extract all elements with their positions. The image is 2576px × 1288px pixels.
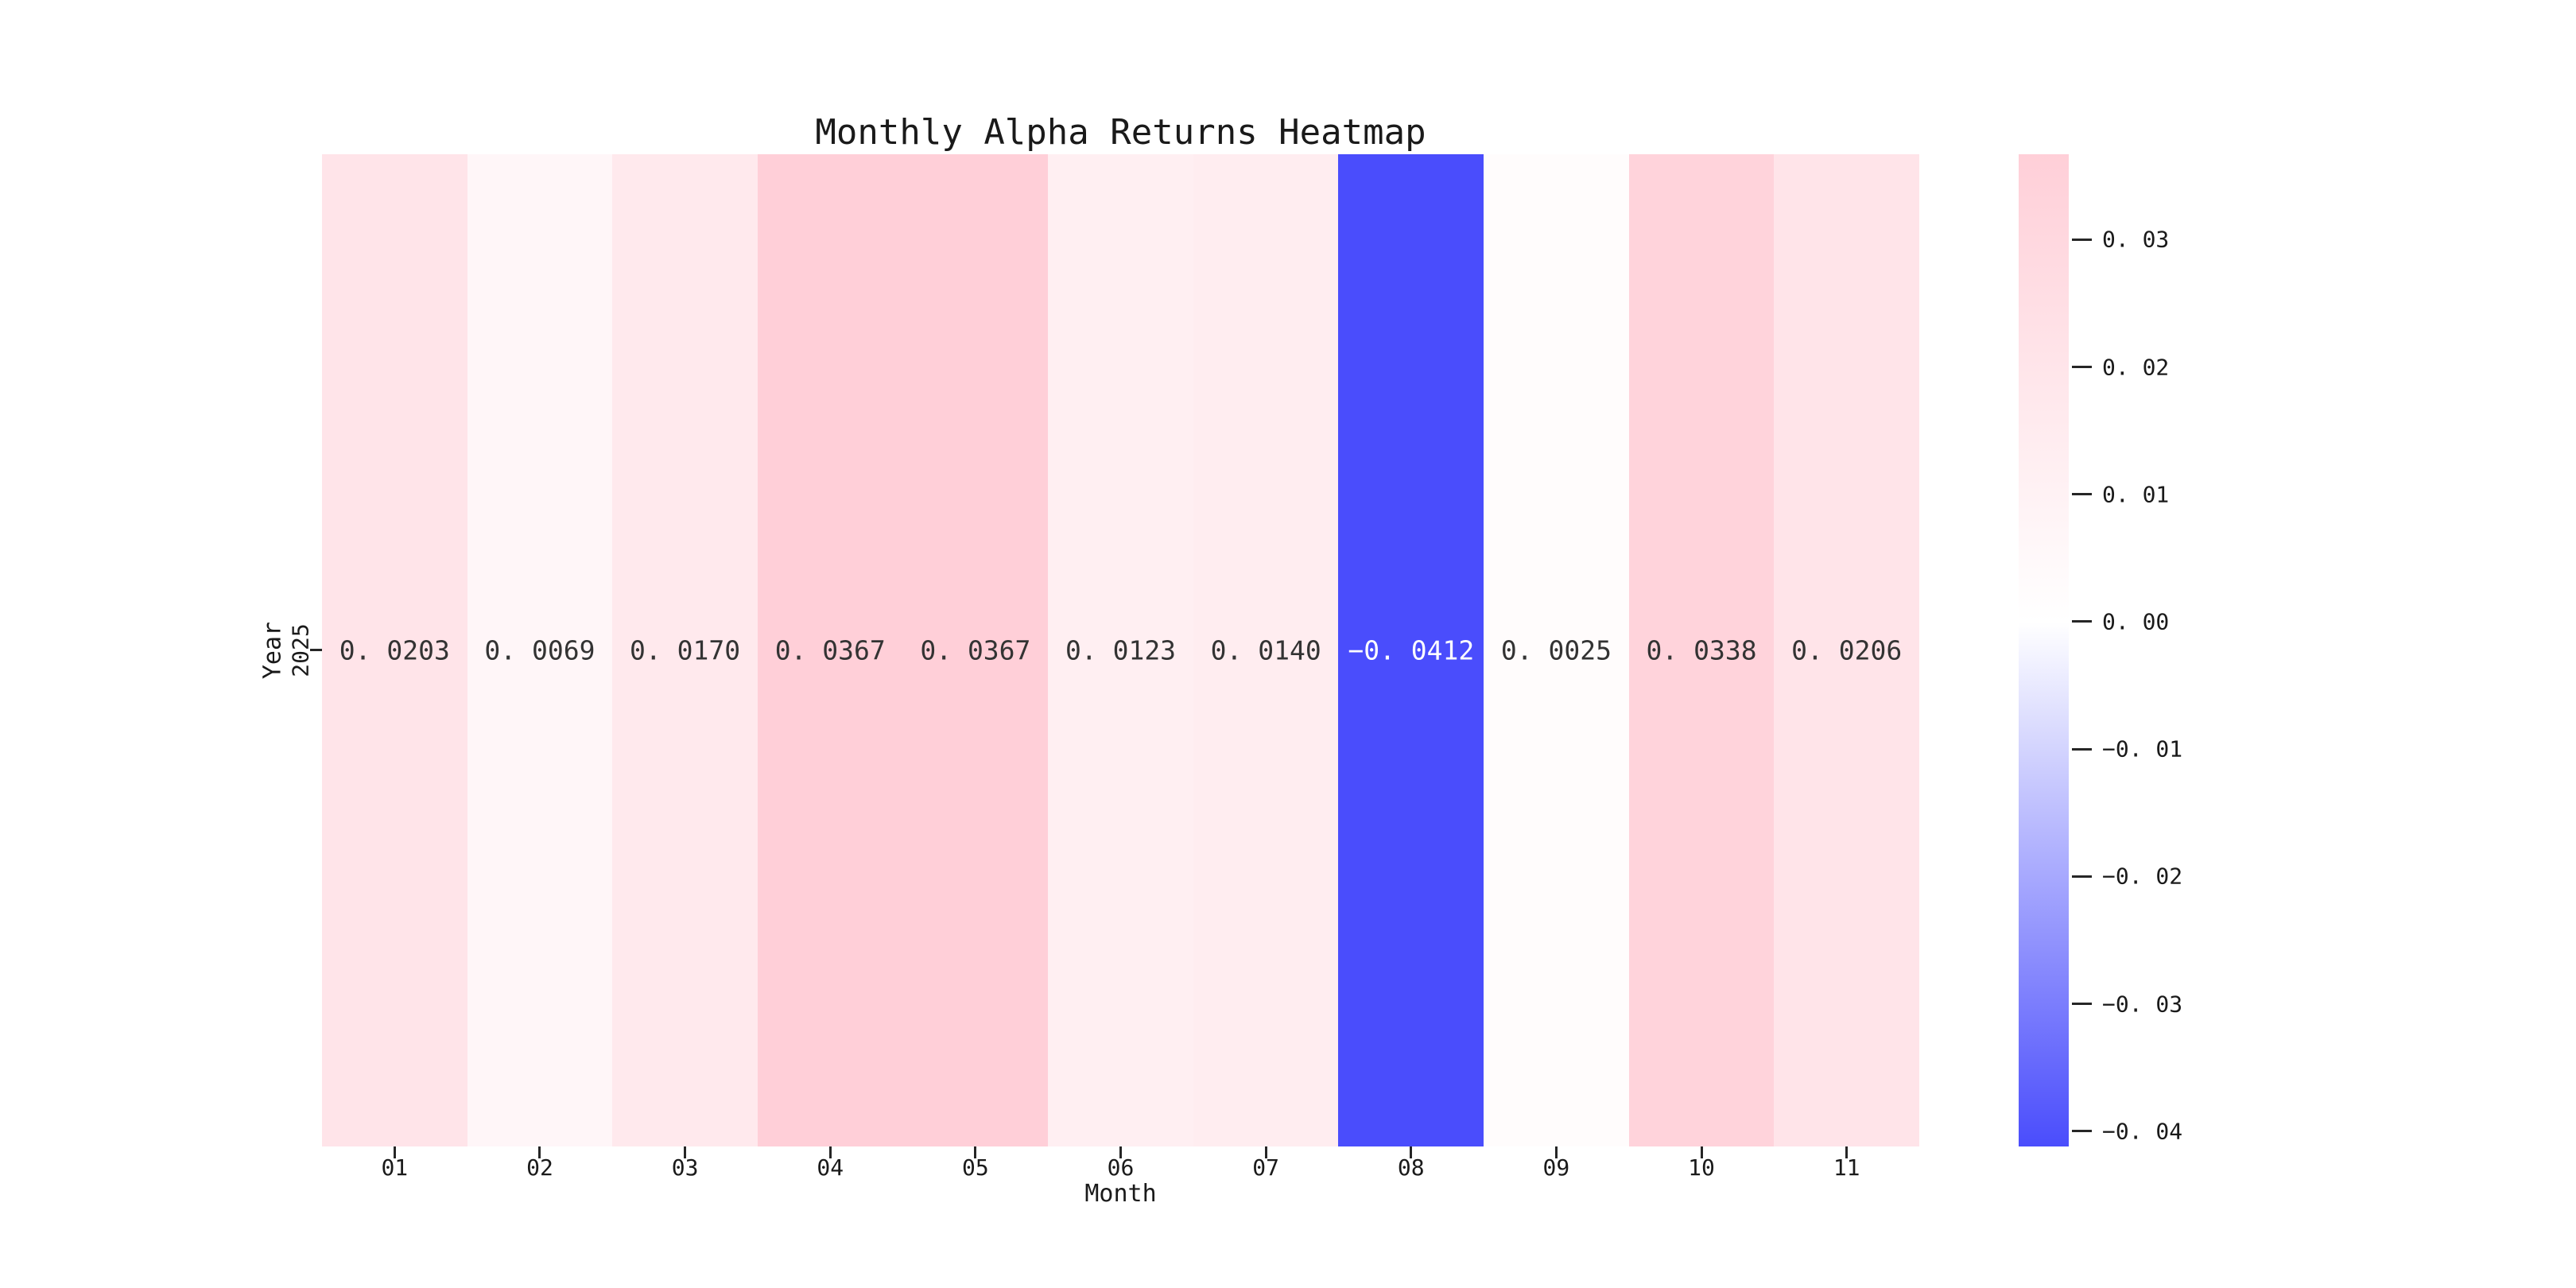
x-tick-label-11: 11	[1833, 1154, 1860, 1181]
x-tick-label-02: 02	[526, 1154, 553, 1181]
y-tick-mark	[310, 649, 322, 651]
heatmap-cell-03: 0. 0170	[612, 154, 758, 1146]
heatmap-cell-04: 0. 0367	[757, 154, 903, 1146]
x-tick-label-09: 09	[1542, 1154, 1570, 1181]
x-tick-mark-08	[1410, 1146, 1413, 1158]
heatmap-cell-01: 0. 0203	[322, 154, 467, 1146]
colorbar-tick-label: −0. 03	[2102, 991, 2183, 1018]
x-tick-mark-11	[1845, 1146, 1849, 1158]
x-tick-mark-07	[1264, 1146, 1267, 1158]
heatmap-cell-value: 0. 0338	[1646, 634, 1757, 666]
heatmap-cell-05: 0. 0367	[902, 154, 1049, 1146]
colorbar	[2019, 154, 2069, 1146]
heatmap-cell-value: 0. 0203	[339, 634, 450, 666]
colorbar-tick-mark	[2072, 238, 2092, 241]
y-axis-label: Year	[258, 621, 287, 680]
x-tick-label-07: 07	[1252, 1154, 1279, 1181]
heatmap-cell-10: 0. 0338	[1628, 154, 1775, 1146]
colorbar-tick-label: −0. 04	[2102, 1118, 2183, 1145]
colorbar-tick-mark	[2072, 620, 2092, 623]
heatmap-cell-value: 0. 0025	[1500, 634, 1612, 666]
heatmap-cell-value: 0. 0367	[920, 634, 1031, 666]
x-tick-mark-03	[684, 1146, 687, 1158]
heatmap-cell-06: 0. 0123	[1048, 154, 1193, 1146]
heatmap-cell-08: −0. 0412	[1338, 154, 1484, 1146]
heatmap-cell-value: 0. 0123	[1065, 634, 1177, 666]
x-tick-mark-05	[974, 1146, 977, 1158]
x-tick-mark-09	[1554, 1146, 1558, 1158]
colorbar-tick-label: 0. 01	[2102, 481, 2170, 508]
colorbar-tick-mark	[2072, 1130, 2092, 1133]
colorbar-tick-label: −0. 01	[2102, 735, 2183, 762]
x-tick-label-08: 08	[1397, 1154, 1425, 1181]
x-tick-mark-06	[1119, 1146, 1122, 1158]
heatmap-cell-11: 0. 0206	[1774, 154, 1920, 1146]
colorbar-tick-mark	[2072, 747, 2092, 751]
colorbar-tick-label: −0. 02	[2102, 863, 2183, 890]
colorbar-tick-mark	[2072, 493, 2092, 496]
heatmap-cell-value: 0. 0069	[484, 634, 596, 666]
colorbar-tick-label: 0. 03	[2102, 226, 2170, 253]
x-tick-mark-10	[1700, 1146, 1703, 1158]
heatmap-cell-02: 0. 0069	[467, 154, 613, 1146]
heatmap-cell-09: 0. 0025	[1484, 154, 1629, 1146]
x-tick-label-04: 04	[817, 1154, 844, 1181]
colorbar-tick-label: 0. 02	[2102, 354, 2170, 381]
heatmap: 0. 0203 0. 0069 0. 0170 0. 0367 0. 0367 0. 01…	[322, 154, 1920, 1146]
x-tick-mark-01	[393, 1146, 396, 1158]
colorbar-tick-mark	[2072, 875, 2092, 878]
heatmap-cell-07: 0. 0140	[1193, 154, 1339, 1146]
colorbar-tick-mark	[2072, 366, 2092, 369]
colorbar-tick-mark	[2072, 1003, 2092, 1006]
x-tick-mark-02	[538, 1146, 541, 1158]
x-tick-label-01: 01	[381, 1154, 409, 1181]
heatmap-cell-value: −0. 0412	[1348, 634, 1475, 666]
heatmap-cell-value: 0. 0170	[630, 634, 741, 666]
heatmap-cell-value: 0. 0367	[774, 634, 886, 666]
chart-title: Monthly Alpha Returns Heatmap	[815, 112, 1426, 153]
x-tick-label-03: 03	[671, 1154, 699, 1181]
x-tick-label-10: 10	[1688, 1154, 1715, 1181]
x-tick-mark-04	[828, 1146, 832, 1158]
heatmap-cell-value: 0. 0206	[1791, 634, 1903, 666]
colorbar-tick-label: 0. 00	[2102, 608, 2170, 635]
x-tick-label-06: 06	[1107, 1154, 1135, 1181]
x-tick-label-05: 05	[962, 1154, 989, 1181]
x-axis-label: Month	[1084, 1180, 1157, 1208]
heatmap-cell-value: 0. 0140	[1210, 634, 1321, 666]
